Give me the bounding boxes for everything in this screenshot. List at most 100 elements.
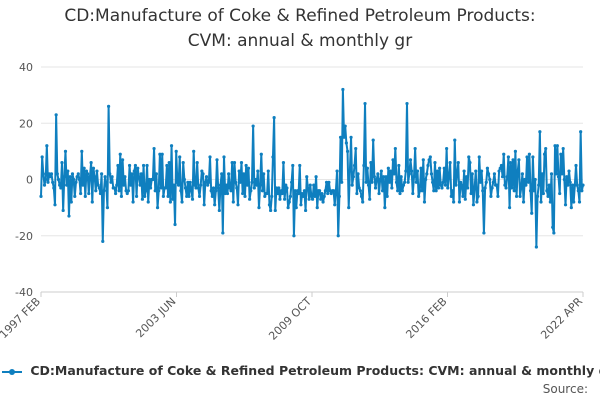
data-point — [441, 180, 445, 184]
data-point — [141, 163, 146, 168]
data-point — [562, 177, 566, 182]
data-point — [477, 155, 481, 159]
data-point — [45, 144, 49, 148]
data-point — [281, 161, 286, 165]
data-point — [518, 194, 522, 198]
data-point — [55, 172, 59, 176]
data-point — [294, 206, 298, 210]
data-point — [101, 239, 105, 243]
data-point — [165, 163, 169, 168]
data-point — [317, 189, 322, 193]
data-point — [70, 172, 75, 176]
data-point — [401, 183, 406, 187]
data-point — [420, 189, 424, 193]
data-point — [320, 191, 324, 196]
data-point — [48, 175, 52, 179]
data-point — [152, 146, 156, 151]
data-point — [368, 197, 372, 201]
data-point — [206, 183, 210, 187]
data-point — [331, 189, 336, 193]
data-point — [188, 180, 192, 184]
series-group — [39, 87, 585, 249]
legend[interactable]: CD:Manufacture of Coke & Refined Petrole… — [2, 363, 600, 378]
data-point — [102, 189, 106, 193]
data-point — [502, 152, 506, 156]
y-tick-label: 40 — [19, 61, 33, 74]
data-point — [542, 152, 547, 156]
data-point — [244, 163, 248, 168]
data-point — [450, 189, 455, 193]
data-point — [77, 177, 82, 182]
data-point — [433, 161, 437, 165]
data-point — [410, 169, 414, 173]
data-point — [76, 172, 80, 176]
data-point — [364, 180, 368, 184]
data-point — [132, 169, 136, 173]
data-point — [350, 183, 354, 187]
data-point — [452, 200, 456, 204]
data-point — [276, 191, 280, 196]
data-point — [40, 155, 44, 159]
data-point — [151, 177, 155, 182]
legend-swatch — [2, 367, 22, 377]
data-point — [436, 186, 441, 190]
data-point — [54, 113, 58, 117]
data-point — [467, 155, 471, 159]
data-point — [221, 231, 225, 235]
data-point — [435, 169, 439, 173]
data-point — [485, 166, 490, 170]
data-point — [280, 191, 284, 196]
data-point — [204, 175, 209, 179]
data-point — [100, 172, 104, 176]
data-point — [214, 189, 218, 193]
data-point — [558, 191, 562, 196]
data-point — [561, 146, 565, 151]
data-point — [153, 189, 157, 193]
y-axis: 40 20 0 -20 -40 — [15, 61, 33, 299]
data-point — [411, 191, 415, 196]
data-point — [419, 166, 423, 170]
data-point — [443, 183, 448, 187]
data-point — [61, 208, 65, 213]
data-point — [299, 203, 303, 207]
data-point — [58, 183, 62, 187]
data-point — [82, 166, 86, 170]
data-point — [466, 186, 470, 190]
data-point — [314, 175, 318, 179]
data-point — [394, 180, 399, 184]
data-point — [365, 166, 369, 170]
data-point — [475, 200, 479, 204]
data-point — [129, 183, 133, 187]
data-point — [505, 175, 509, 179]
data-point — [377, 191, 381, 196]
data-point — [438, 166, 442, 170]
data-point — [552, 231, 556, 235]
data-point — [555, 144, 559, 148]
data-point — [248, 197, 252, 201]
x-tick-label: 2022 APR — [538, 295, 585, 342]
data-point — [229, 189, 233, 193]
data-point — [117, 189, 121, 193]
data-point — [209, 189, 213, 193]
data-point — [362, 163, 366, 168]
data-point — [470, 172, 474, 176]
data-point — [195, 161, 199, 165]
data-point — [120, 158, 125, 162]
data-point — [439, 183, 443, 187]
data-point — [139, 172, 143, 176]
data-point — [74, 180, 78, 184]
data-point — [288, 194, 293, 198]
data-point — [123, 175, 127, 179]
data-point — [481, 189, 485, 193]
data-point — [114, 191, 118, 196]
data-point — [428, 155, 432, 159]
data-point — [343, 124, 347, 128]
data-point — [474, 169, 478, 173]
data-point — [86, 172, 90, 176]
data-point — [355, 191, 359, 196]
data-point — [519, 186, 523, 190]
data-point — [262, 172, 266, 176]
data-point — [155, 206, 160, 210]
data-point — [358, 189, 362, 193]
data-point — [498, 166, 502, 170]
